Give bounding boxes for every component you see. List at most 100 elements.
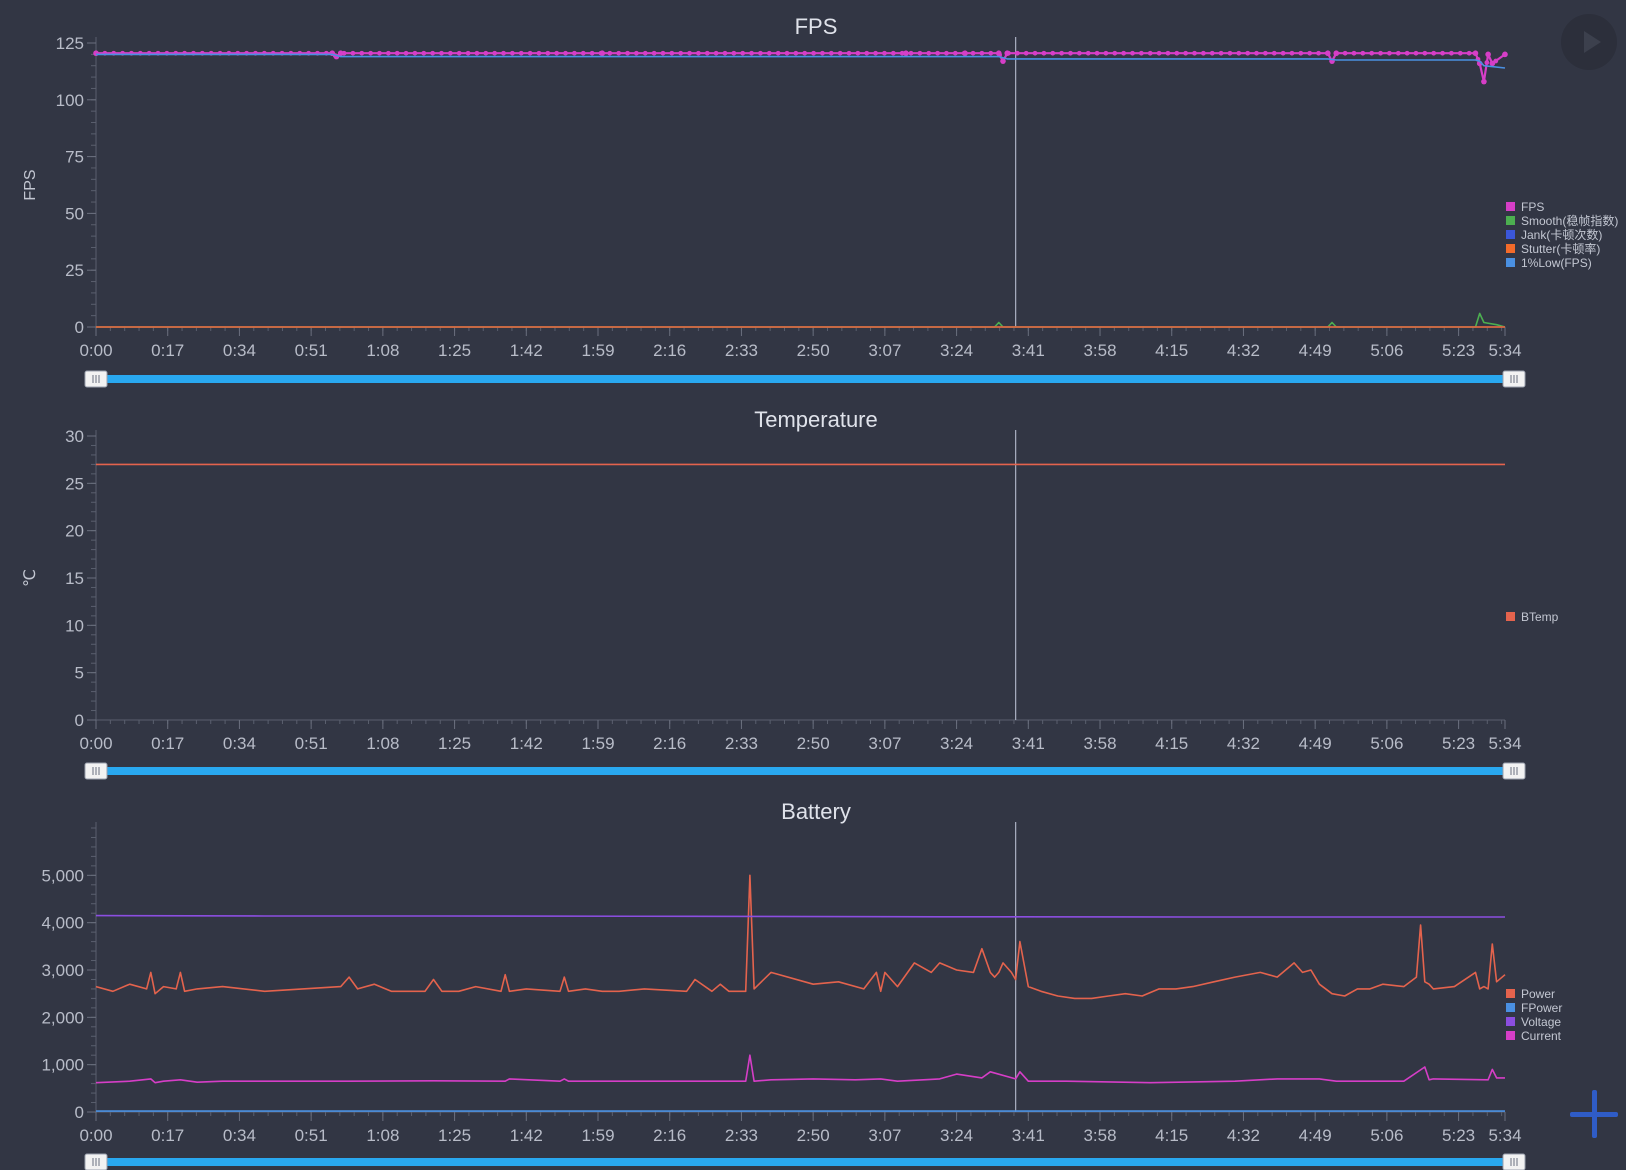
legend-swatch[interactable] [1506, 244, 1515, 253]
fps-point [527, 50, 533, 56]
x-tick-label: 0:17 [151, 1126, 184, 1145]
fps-point [474, 50, 480, 56]
x-tick-label: 1:59 [581, 341, 614, 360]
legend-swatch[interactable] [1506, 258, 1515, 267]
x-tick-label: 1:25 [438, 341, 471, 360]
fps-point [563, 50, 568, 56]
fps-point [1440, 50, 1445, 56]
fps-point [873, 50, 878, 56]
fps-point [385, 50, 391, 56]
add-button[interactable] [1566, 1086, 1622, 1142]
legend-label[interactable]: Smooth(稳帧指数) [1521, 213, 1618, 228]
range-slider-end-handle[interactable] [1502, 370, 1526, 388]
y-tick-label: 10 [65, 616, 84, 635]
fps-point [1404, 50, 1410, 56]
x-tick-label: 0:51 [295, 734, 328, 753]
chart-title: Battery [781, 799, 851, 824]
fps-point [1041, 50, 1047, 56]
fps-point [337, 50, 344, 57]
legend-swatch[interactable] [1506, 202, 1515, 211]
fps-point [1316, 50, 1321, 56]
play-button[interactable] [1561, 14, 1617, 70]
fps-point [1307, 50, 1313, 56]
fps-point [439, 50, 444, 56]
fps-point [1271, 50, 1277, 56]
fps-point [1489, 60, 1496, 67]
x-tick-label: 3:24 [940, 1126, 973, 1145]
fps-point [1245, 50, 1251, 56]
legend-label[interactable]: Voltage [1521, 1015, 1561, 1029]
range-slider-track[interactable] [100, 767, 1504, 775]
range-slider-start-handle[interactable] [84, 370, 108, 388]
fps-point [970, 50, 976, 56]
fps-point [846, 50, 852, 56]
legend-label[interactable]: FPower [1521, 1001, 1562, 1015]
legend-swatch[interactable] [1506, 989, 1515, 998]
fps-point [350, 50, 356, 56]
legend-label[interactable]: Jank(卡顿次数) [1521, 227, 1602, 242]
x-tick-label: 5:06 [1370, 734, 1403, 753]
range-slider-track[interactable] [100, 375, 1504, 383]
fps-point [1023, 50, 1029, 56]
fps-point [447, 50, 453, 56]
fps-point [713, 50, 719, 56]
x-tick-label: 3:41 [1012, 734, 1045, 753]
legend-label[interactable]: Current [1521, 1029, 1562, 1043]
legend-label[interactable]: Power [1521, 987, 1555, 1001]
fps-point [1254, 50, 1259, 56]
x-tick-label: 0:34 [223, 341, 256, 360]
x-tick-label: 4:32 [1227, 734, 1260, 753]
x-tick-label: 0:34 [223, 734, 256, 753]
fps-point [882, 50, 887, 56]
range-slider-start-handle[interactable] [84, 762, 108, 780]
legend-swatch[interactable] [1506, 230, 1515, 239]
x-tick-label: 2:33 [725, 341, 758, 360]
x-tick-label: 3:24 [940, 734, 973, 753]
fps-point [678, 50, 684, 56]
x-tick-label: 2:50 [797, 341, 830, 360]
voltage-series-line [95, 914, 1505, 918]
fps-point [820, 50, 825, 56]
fps-point [483, 50, 489, 56]
smooth-series-line [96, 312, 1506, 328]
legend-swatch[interactable] [1506, 1031, 1515, 1040]
fps-point [1484, 60, 1490, 65]
x-tick-label: 1:08 [366, 1126, 399, 1145]
x-tick-label: 0:34 [223, 1126, 256, 1145]
x-tick-label: 5:34 [1488, 1126, 1521, 1145]
fps-point [1103, 50, 1109, 56]
fps-point [1218, 50, 1224, 56]
legend-swatch[interactable] [1506, 1003, 1515, 1012]
fps-point [492, 50, 498, 56]
legend-label[interactable]: 1%Low(FPS) [1521, 256, 1592, 270]
fps-point [571, 50, 577, 56]
power-series-line [95, 874, 1506, 1000]
x-tick-label: 5:06 [1370, 1126, 1403, 1145]
fps-point [704, 50, 710, 56]
temperature-chart: Temperature ℃ 0 5 10 15 20 25 30 0:00 0:17 0:34 0:51… [22, 407, 1559, 780]
fps-point [1333, 50, 1340, 57]
fps-point [1298, 50, 1304, 56]
range-slider-track[interactable] [100, 1158, 1504, 1166]
range-slider-end-handle[interactable] [1502, 762, 1526, 780]
legend-swatch[interactable] [1506, 612, 1515, 621]
x-tick-label: 5:23 [1442, 734, 1475, 753]
x-tick-label: 2:33 [725, 1126, 758, 1145]
legend-label[interactable]: FPS [1521, 200, 1544, 214]
fps-point [1502, 51, 1508, 58]
x-tick-label: 2:16 [653, 1126, 686, 1145]
fps-point [952, 50, 958, 56]
x-tick-label: 2:50 [797, 734, 830, 753]
legend-label[interactable]: Stutter(卡顿率) [1521, 241, 1600, 256]
legend-swatch[interactable] [1506, 216, 1515, 225]
legend-swatch[interactable] [1506, 1017, 1515, 1026]
range-slider-end-handle[interactable] [1502, 1153, 1526, 1170]
fps-point [1085, 50, 1091, 56]
x-tick-label: 2:16 [653, 341, 686, 360]
fps-point [740, 50, 746, 56]
legend-label[interactable]: BTemp [1521, 610, 1559, 624]
x-tick-label: 1:08 [366, 734, 399, 753]
range-slider-start-handle[interactable] [84, 1153, 108, 1170]
x-tick-label: 5:23 [1442, 1126, 1475, 1145]
fps-point [1369, 50, 1375, 56]
